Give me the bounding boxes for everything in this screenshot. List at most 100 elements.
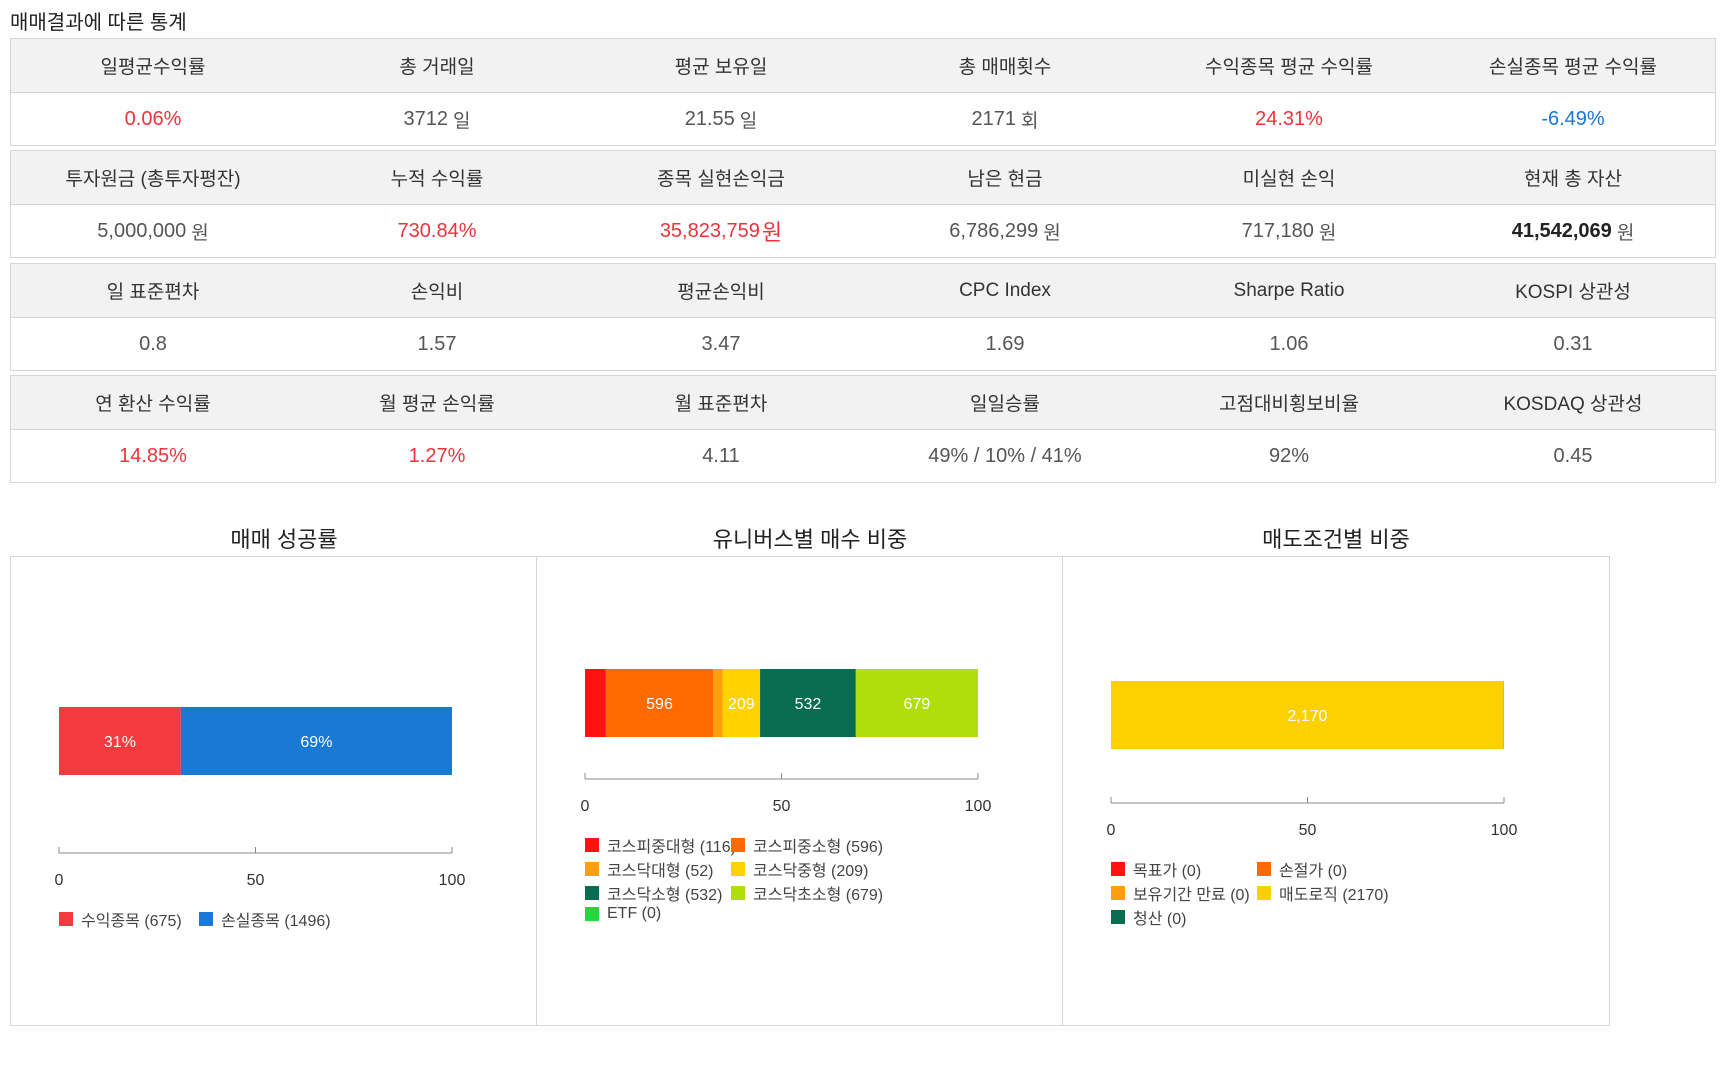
legend-label: 수익종목 (675) [81,913,182,930]
stat-value-number: 717,180 [1241,219,1314,242]
stat-header: 일평균수익률 [100,57,206,78]
stat-value-number: -6.49% [1541,107,1605,130]
stat-value: 49% / 10% / 41% [863,430,1147,482]
stat-value: 0.8 [11,318,295,370]
stat-table-header-row: 일평균수익률 총 거래일 평균 보유일 총 매매횟수 수익종목 평균 수익률 손실종목 평… [11,39,1715,93]
stat-header: 미실현 손익 [1242,169,1336,190]
stat-header: 평균손익비 [677,282,765,303]
stat-header: KOSPI 상관성 [1515,282,1631,303]
legend-item: 코스피중소형 (596) [731,833,883,857]
legend-swatch [585,886,599,900]
stat-header: 현재 총 자산 [1524,169,1622,190]
x-tick-label: 50 [1299,822,1317,839]
x-tick-label: 100 [1491,822,1518,839]
stat-value: 0.06% [11,93,295,145]
legend-item: 코스닥소형 (532) [585,881,722,905]
legend-item: 코스닥대형 (52) [585,857,714,881]
page-title: 매매결과에 따른 통계 [10,12,187,34]
stat-header: 월 평균 손익률 [379,394,495,415]
legend-label: 매도로직 (2170) [1279,887,1389,904]
stat-table-2: 투자원금 (총투자평잔) 누적 수익률 종목 실현손익금 남은 현금 미실현 손익 현재 … [10,150,1716,258]
stat-value: 1.27% [295,430,579,482]
stat-table-header-row: 연 환산 수익률 월 평균 손익률 월 표준편차 일일승률 고점대비횡보비율 KOSDAQ… [11,376,1715,430]
chart-title: 유니버스별 매수 비중 [712,527,908,552]
stat-value: 717,180 원 [1147,205,1431,257]
stat-value: 21.55 일 [579,93,863,145]
stat-value: 6,786,299 원 [863,205,1147,257]
stat-value-unit: 원 [191,222,209,244]
bar-segment [713,669,723,737]
legend-item: 손절가 (0) [1257,857,1347,881]
legend-swatch [1111,910,1125,924]
bar-segment [585,669,606,737]
stat-value-number: 0.8 [139,332,167,355]
stat-value-number: 92% [1268,444,1310,467]
stat-value: 0.31 [1431,318,1715,370]
stat-value-number: 0.31 [1553,332,1593,355]
stat-value-unit: 회 [1021,110,1039,132]
chart-title: 매도조건별 비중 [1262,527,1410,552]
legend-swatch [199,912,213,926]
bar-segment [59,707,181,775]
stat-value: 1.57 [295,318,579,370]
x-tick-label: 0 [1107,822,1116,839]
stat-table-value-row: 0.8 1.57 3.47 1.69 1.06 0.31 [11,318,1715,370]
stat-value-number: 730.84% [397,219,477,242]
stat-header: 고점대비횡보비율 [1219,394,1359,415]
x-tick-label: 50 [773,798,791,815]
legend-swatch [1111,862,1125,876]
legend-label: 목표가 (0) [1133,863,1202,880]
legend-item: 수익종목 (675) [59,907,182,931]
stat-value: 0.45 [1431,430,1715,482]
legend-item: 코스피중대형 (116) [585,833,736,857]
stat-value: 24.31% [1147,93,1431,145]
stat-header: 총 거래일 [399,57,475,78]
stat-header: 남은 현금 [967,169,1043,190]
legend-item: ETF (0) [585,905,661,923]
stat-header: Sharpe Ratio [1233,279,1345,301]
stat-value-unit: 원 [1318,222,1337,244]
legend-swatch [585,907,599,921]
legend-label: 코스닥초소형 (679) [753,887,884,904]
chart-title: 매매 성공률 [230,527,338,552]
stat-value: 1.06 [1147,318,1431,370]
legend-swatch [731,886,745,900]
legend-label: 손실종목 (1496) [221,913,331,930]
legend-swatch [731,862,745,876]
data-label: 31% [104,734,136,751]
stat-value-number: 1.27% [408,444,466,467]
stat-value-unit: 원 [761,220,783,245]
data-label: 679 [904,696,931,713]
stat-value-number: 0.06% [124,107,182,130]
stat-table-1: 일평균수익률 총 거래일 평균 보유일 총 매매횟수 수익종목 평균 수익률 손실종목 평… [10,38,1716,146]
x-tick-label: 50 [247,872,265,889]
stat-value-number: 1.06 [1269,332,1309,355]
legend-item: 코스닥초소형 (679) [731,881,883,905]
stat-value-number: 21.55 [684,107,735,130]
legend-label: 코스닥소형 (532) [607,887,723,904]
stat-header: CPC Index [959,279,1051,301]
bar-segment [722,669,761,737]
stat-value: 5,000,000 원 [11,205,295,257]
stat-value: 1.69 [863,318,1147,370]
legend-label: 코스닥대형 (52) [607,863,714,880]
stat-value-number: 4.11 [702,444,740,467]
stat-value-number: 2171 [971,107,1017,130]
chart-panel: 2,170 0 50 100 목표가 (0) 손절가 (0) 보유기간 만료 (0) 매도로직… [1062,556,1610,1026]
data-label: 69% [300,734,332,751]
stat-table-3: 일 표준편차 손익비 평균손익비 CPC Index Sharpe Ratio KOSPI… [10,263,1716,371]
stacked-bar-chart: 596 209 532 679 0 50 100 [581,669,991,815]
stat-value: 92% [1147,430,1431,482]
data-label: 596 [646,696,673,713]
legend-label: 코스닥중형 (209) [753,863,869,880]
stat-value-number: 24.31% [1255,107,1323,130]
stat-value-number: 1.57 [417,332,457,355]
stat-value: 41,542,069 원 [1431,205,1715,257]
stat-value-unit: 원 [1043,222,1061,244]
stat-value-number: 35,823,759 [659,219,760,242]
stat-header: 일 표준편차 [106,282,200,303]
stat-value-number: 5,000,000 [97,219,187,242]
stat-value-number: 1.69 [985,332,1025,355]
legend-item: 매도로직 (2170) [1257,881,1389,905]
bar-segment [605,669,714,737]
